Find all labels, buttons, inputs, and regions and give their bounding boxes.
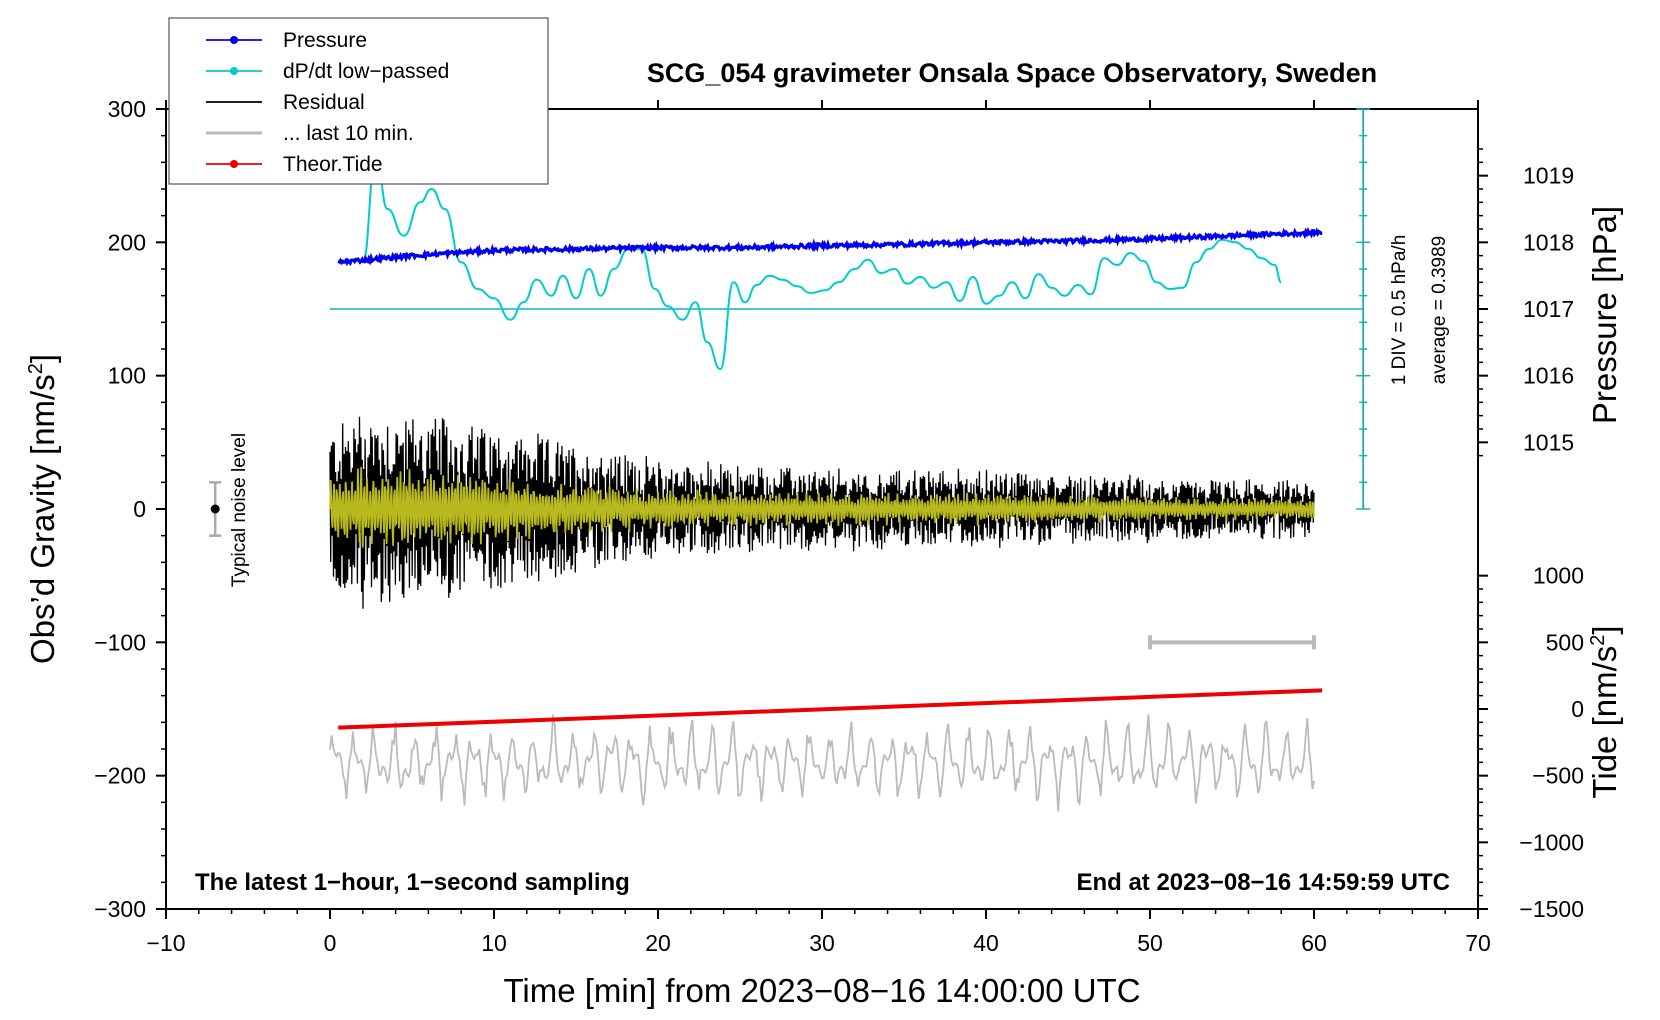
tide-tick-label: 1000 — [1533, 563, 1584, 589]
left-tick-label: 100 — [108, 363, 146, 389]
x-tick-label: −10 — [146, 930, 185, 956]
last-10-min-bar — [1148, 635, 1316, 650]
x-tick-label: 40 — [973, 930, 999, 956]
residual-smoothed-line — [329, 466, 1315, 548]
left-axis-ticks: 300 200 100 0 −100 −200 −300 — [94, 96, 166, 922]
legend-box — [168, 17, 549, 185]
legend-label: Pressure — [283, 29, 367, 52]
noise-bar-center-dot — [210, 504, 220, 514]
legend-marker — [230, 160, 238, 168]
tide-axis-ticks: 1000 500 0 −500 −1000 −1500 — [1478, 563, 1584, 922]
pressure-tick-label: 1017 — [1523, 296, 1574, 322]
legend-marker — [230, 36, 238, 44]
left-axis-title-tail: ] — [24, 354, 61, 363]
tide-axis-title-tail: ] — [1586, 625, 1623, 634]
left-tick-label: 200 — [108, 229, 146, 255]
left-axis-title: Obs’d Gravity [nm/s2] — [24, 354, 61, 664]
tide-tick-label: −1500 — [1519, 896, 1584, 922]
dpdt-scale-label: 1 DIV = 0.5 hPa/h — [1389, 235, 1410, 386]
x-axis-ticks: −10 0 10 20 30 40 50 60 70 — [146, 100, 1491, 956]
legend: Pressure dP/dt low−passed Residual ... last… — [168, 17, 549, 185]
x-tick-label: 70 — [1465, 930, 1491, 956]
left-tick-label: −300 — [94, 896, 146, 922]
pressure-series-line — [337, 226, 1323, 267]
chart-title: SCG_054 gravimeter Onsala Space Observat… — [647, 58, 1377, 88]
x-axis-title: Time [min] from 2023−08−16 14:00:00 UTC — [503, 972, 1140, 1009]
tide-tick-label: 0 — [1571, 696, 1584, 722]
pressure-tick-label: 1016 — [1523, 363, 1574, 389]
x-tick-label: 50 — [1137, 930, 1163, 956]
tide-tick-label: 500 — [1546, 629, 1584, 655]
pressure-tick-label: 1019 — [1523, 163, 1574, 189]
last-10-min-series-line — [329, 714, 1315, 812]
left-tick-label: 0 — [133, 496, 146, 522]
tide-axis-title-main: Tide [nm/s — [1586, 646, 1623, 799]
pressure-tick-label: 1015 — [1523, 429, 1574, 455]
pressure-axis-title: Pressure [hPa] — [1586, 206, 1623, 424]
x-tick-label: 0 — [324, 930, 337, 956]
dpdt-scale-bar — [1356, 108, 1371, 510]
x-tick-label: 20 — [645, 930, 671, 956]
tide-axis-title: Tide [nm/s2] — [1586, 625, 1623, 798]
series-layer — [329, 154, 1364, 812]
legend-marker — [230, 67, 238, 75]
left-axis-title-superscript: 2 — [25, 363, 47, 374]
theor-tide-series-line — [338, 688, 1323, 730]
tide-tick-label: −1000 — [1519, 829, 1584, 855]
x-tick-label: 30 — [809, 930, 835, 956]
tide-tick-label: −500 — [1532, 763, 1584, 789]
tide-axis-title-superscript: 2 — [1587, 635, 1609, 646]
left-tick-label: −100 — [94, 629, 146, 655]
legend-label: dP/dt low−passed — [283, 60, 449, 83]
left-tick-label: −200 — [94, 763, 146, 789]
legend-label: Theor.Tide — [283, 153, 383, 176]
pressure-tick-label: 1018 — [1523, 229, 1574, 255]
bottom-left-note: The latest 1−hour, 1−second sampling — [195, 869, 630, 896]
legend-label: ... last 10 min. — [283, 122, 414, 145]
pressure-axis-ticks: 1019 1018 1017 1016 1015 — [1478, 148, 1574, 457]
x-tick-label: 10 — [481, 930, 507, 956]
left-tick-label: 300 — [108, 96, 146, 122]
noise-level-bar — [209, 481, 222, 537]
dpdt-average-label: average = 0.3989 — [1429, 236, 1450, 384]
noise-level-label: Typical noise level — [229, 433, 250, 587]
dpdt-series-line — [361, 154, 1282, 371]
x-tick-label: 60 — [1301, 930, 1327, 956]
bottom-right-note: End at 2023−08−16 14:59:59 UTC — [1076, 869, 1450, 896]
left-axis-title-main: Obs’d Gravity [nm/s — [24, 374, 61, 664]
legend-label: Residual — [283, 91, 365, 114]
